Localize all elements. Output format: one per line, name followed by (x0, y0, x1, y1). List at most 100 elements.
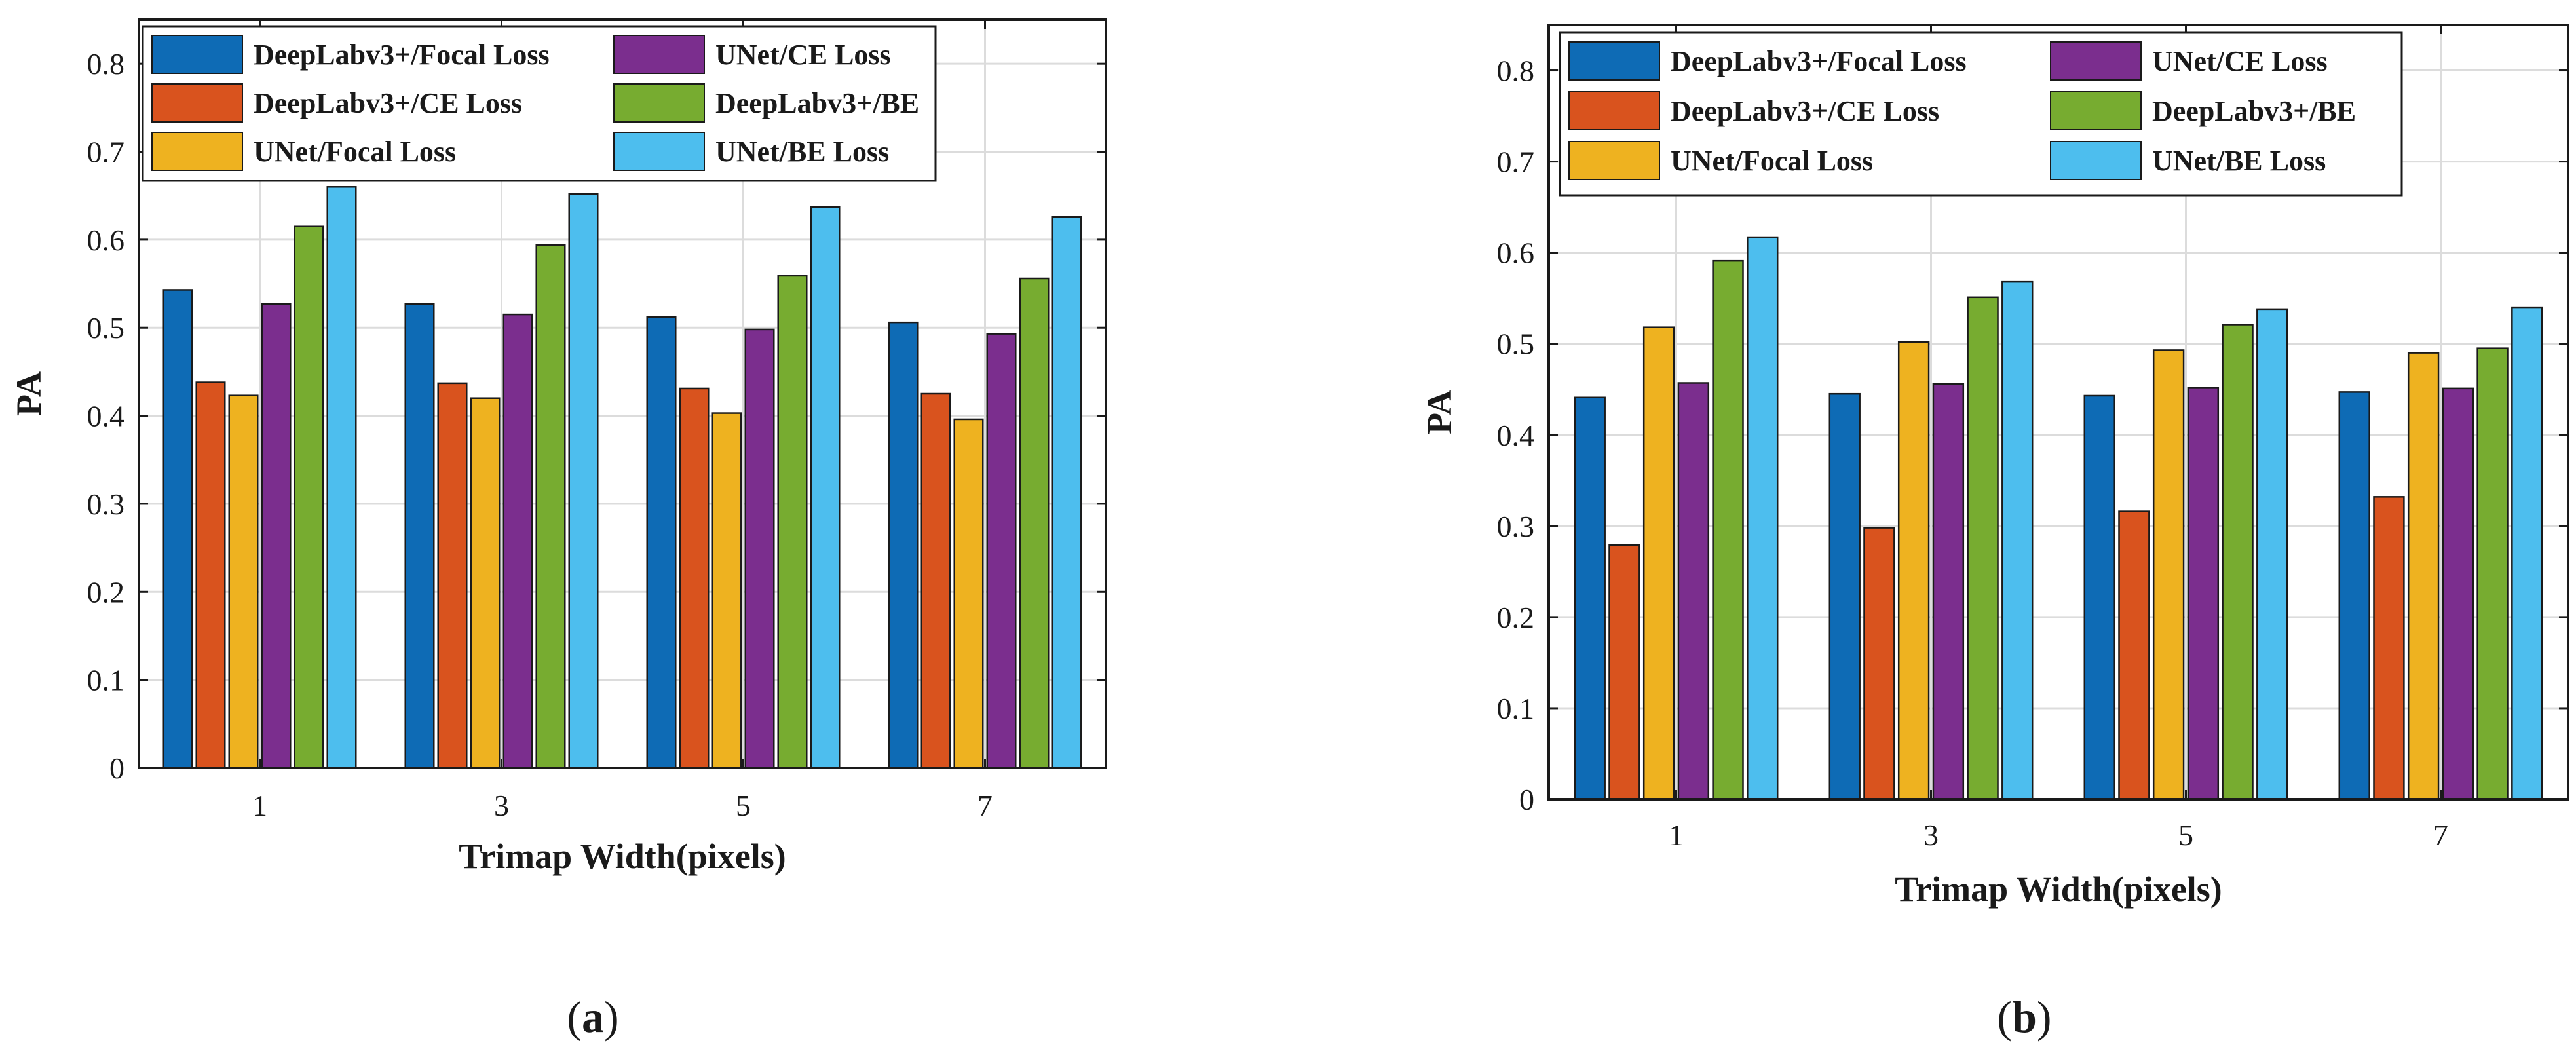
bar-deeplabv3-ce-loss-7 (2373, 496, 2405, 801)
legend-box (142, 25, 937, 182)
bar-deeplabv3-be-1 (1712, 259, 1744, 801)
bar-deeplabv3-be-5 (777, 275, 808, 769)
legend-swatch (2050, 141, 2142, 180)
legend-box (1559, 31, 2403, 197)
bar-unet-ce-loss-1 (261, 303, 292, 769)
x-tick-label: 5 (736, 789, 751, 822)
y-tick-label: 0.3 (87, 487, 125, 521)
bar-deeplabv3-ce-loss-3 (437, 382, 468, 769)
y-tick-label: 0.5 (1497, 328, 1535, 361)
legend-swatch (2050, 41, 2142, 81)
bar-deeplabv3-focal-loss-5 (646, 316, 677, 769)
axes-box (138, 18, 1107, 769)
y-tick-label: 0.6 (87, 223, 125, 257)
x-tick-label: 1 (1669, 818, 1684, 852)
legend-label: DeepLabv3+/Focal Loss (254, 39, 550, 71)
bar-deeplabv3-focal-loss-1 (162, 289, 193, 769)
bar-unet-focal-loss-5 (711, 412, 742, 769)
y-tick-label: 0.3 (1497, 510, 1535, 543)
bar-unet-be-loss-1 (1747, 236, 1779, 801)
bar-unet-be-loss-7 (1051, 216, 1082, 769)
bar-deeplabv3-be-1 (294, 225, 324, 769)
bar-unet-be-loss-3 (2001, 280, 2034, 801)
legend-label: UNet/CE Loss (715, 39, 891, 71)
legend-label: DeepLabv3+/Focal Loss (1671, 45, 1967, 77)
bar-unet-focal-loss-5 (2152, 349, 2185, 801)
bar-deeplabv3-be-3 (1967, 296, 1999, 801)
legend-label: DeepLabv3+/CE Loss (1671, 95, 1939, 127)
legend-label: DeepLabv3+/BE (715, 87, 919, 119)
bar-deeplabv3-ce-loss-5 (679, 387, 710, 769)
bar-deeplabv3-focal-loss-7 (888, 321, 919, 769)
y-tick-label: 0.8 (87, 47, 125, 81)
bar-deeplabv3-be-3 (535, 244, 566, 769)
y-tick-label: 0.1 (1497, 692, 1535, 725)
y-tick-label: 0.2 (87, 575, 125, 609)
y-tick-label: 0.4 (1497, 419, 1535, 452)
bar-unet-ce-loss-3 (502, 313, 533, 769)
legend-label: UNet/CE Loss (2152, 45, 2328, 77)
bar-unet-ce-loss-5 (744, 328, 775, 769)
legend: DeepLabv3+/Focal Loss DeepLabv3+/CE Loss U… (142, 25, 937, 182)
y-tick-label: 0.1 (87, 664, 125, 697)
bar-unet-be-loss-5 (2256, 308, 2288, 801)
x-tick-label: 3 (494, 789, 509, 822)
bar-unet-ce-loss-3 (1932, 383, 1965, 801)
legend-label: UNet/BE Loss (715, 136, 889, 168)
y-tick-label: 0.2 (1497, 601, 1535, 634)
panel-b-chart: 0 0.1 0.2 0.3 0.4 0.5 0.6 0.7 0.8 1 3 5 7 Trimap Widt… (1420, 24, 2569, 1042)
bar-deeplabv3-ce-loss-1 (195, 381, 226, 769)
bar-unet-focal-loss-1 (1642, 326, 1675, 801)
bar-unet-ce-loss-1 (1677, 382, 1710, 801)
bar-deeplabv3-be-7 (2476, 347, 2509, 801)
x-tick-label: 3 (1923, 818, 1939, 852)
x-axis-title: Trimap Width(pixels) (459, 837, 786, 876)
legend-swatch (151, 35, 243, 74)
bar-unet-ce-loss-5 (2187, 387, 2220, 801)
legend-label: DeepLabv3+/BE (2152, 95, 2356, 127)
bar-deeplabv3-focal-loss-1 (1574, 396, 1606, 801)
bar-unet-be-loss-5 (810, 206, 841, 769)
bar-unet-ce-loss-7 (986, 333, 1017, 769)
x-tick-label: 1 (252, 789, 267, 822)
legend-swatch (2050, 91, 2142, 130)
bar-unet-be-loss-7 (2511, 306, 2543, 801)
legend-label: UNet/Focal Loss (1671, 145, 1873, 177)
bar-deeplabv3-ce-loss-5 (2118, 510, 2150, 801)
bar-deeplabv3-ce-loss-7 (920, 392, 951, 769)
panel-caption: (b) (1997, 992, 2051, 1042)
y-tick-label: 0.6 (1497, 237, 1535, 270)
bar-unet-be-loss-1 (326, 186, 357, 769)
y-tick-label: 0.5 (87, 311, 125, 345)
bar-unet-focal-loss-3 (470, 397, 501, 769)
bar-unet-be-loss-3 (568, 193, 599, 769)
x-tick-label: 7 (977, 789, 993, 822)
legend-swatch (151, 83, 243, 123)
bar-deeplabv3-focal-loss-5 (2083, 394, 2115, 801)
axes-box (1547, 24, 2569, 801)
bar-unet-focal-loss-1 (228, 394, 259, 769)
bar-deeplabv3-ce-loss-3 (1863, 527, 1895, 801)
y-tick-label: 0 (1519, 783, 1534, 816)
y-tick-label: 0.4 (87, 400, 125, 433)
legend-swatch (151, 132, 243, 171)
y-tick-label: 0 (109, 751, 124, 785)
legend-label: UNet/Focal Loss (254, 136, 456, 168)
bar-deeplabv3-be-7 (1019, 277, 1050, 769)
bar-deeplabv3-ce-loss-1 (1608, 544, 1640, 801)
panel-a-chart: 0 0.1 0.2 0.3 0.4 0.5 0.6 0.7 0.8 1 3 5 7 Trimap Widt… (9, 18, 1107, 1042)
bar-deeplabv3-be-5 (2222, 324, 2254, 801)
y-axis-title: PA (9, 371, 48, 416)
bar-unet-focal-loss-7 (2407, 352, 2440, 801)
legend-swatch (1568, 91, 1660, 130)
panel-caption: (a) (567, 992, 618, 1042)
y-tick-label: 0.7 (87, 136, 125, 169)
bar-unet-ce-loss-7 (2442, 387, 2474, 801)
bar-deeplabv3-focal-loss-7 (2338, 391, 2370, 801)
legend-label: DeepLabv3+/CE Loss (254, 87, 522, 119)
legend-swatch (1568, 141, 1660, 180)
bar-unet-focal-loss-7 (953, 418, 984, 769)
x-tick-label: 5 (2178, 818, 2193, 852)
legend-swatch (613, 35, 705, 74)
